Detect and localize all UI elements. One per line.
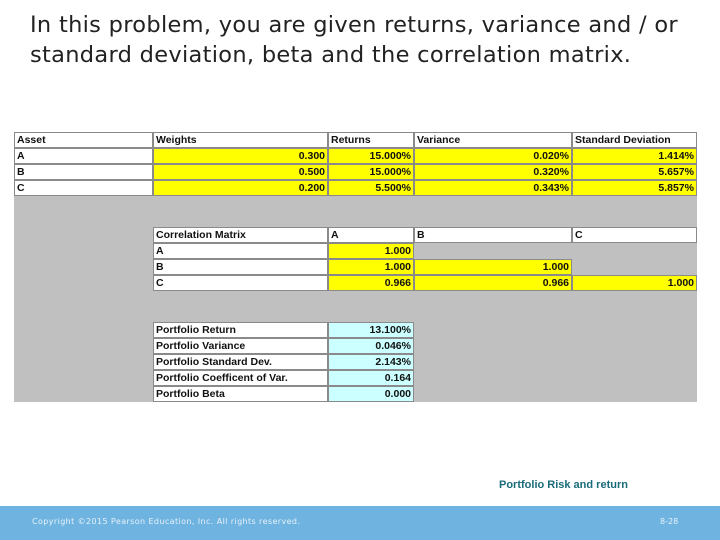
- correlation-row-label: A: [153, 243, 328, 259]
- correlation-cell: 1.000: [572, 275, 697, 291]
- return-cell: 15.000%: [328, 164, 414, 180]
- portfolio-value: 13.100%: [328, 322, 414, 338]
- copyright-text: Copyright ©2015 Pearson Education, Inc. …: [32, 517, 301, 526]
- variance-cell: 0.320%: [414, 164, 572, 180]
- correlation-header-c: C: [572, 227, 697, 243]
- header-variance: Variance: [414, 132, 572, 148]
- std-dev-cell: 1.414%: [572, 148, 697, 164]
- header-weights: Weights: [153, 132, 328, 148]
- correlation-cell: 1.000: [328, 243, 414, 259]
- asset-label: B: [14, 164, 153, 180]
- spreadsheet-area: Asset Weights Returns Variance Standard …: [14, 132, 697, 402]
- portfolio-value: 0.164: [328, 370, 414, 386]
- page-number: 8-28: [660, 517, 679, 526]
- return-cell: 5.500%: [328, 180, 414, 196]
- header-returns: Returns: [328, 132, 414, 148]
- correlation-row-label: C: [153, 275, 328, 291]
- correlation-cell: 0.966: [414, 275, 572, 291]
- correlation-header-b: B: [414, 227, 572, 243]
- variance-cell: 0.343%: [414, 180, 572, 196]
- header-asset: Asset: [14, 132, 153, 148]
- weight-cell: 0.500: [153, 164, 328, 180]
- portfolio-label: Portfolio Variance: [153, 338, 328, 354]
- footer-label: Portfolio Risk and return: [499, 479, 628, 491]
- correlation-row-label: B: [153, 259, 328, 275]
- portfolio-value: 0.000: [328, 386, 414, 402]
- header-std-dev: Standard Deviation: [572, 132, 697, 148]
- slide-title: In this problem, you are given returns, …: [30, 12, 678, 68]
- portfolio-label: Portfolio Beta: [153, 386, 328, 402]
- std-dev-cell: 5.857%: [572, 180, 697, 196]
- return-cell: 15.000%: [328, 148, 414, 164]
- asset-label: C: [14, 180, 153, 196]
- correlation-header-a: A: [328, 227, 414, 243]
- footer-bar: [0, 506, 720, 540]
- weight-cell: 0.300: [153, 148, 328, 164]
- std-dev-cell: 5.657%: [572, 164, 697, 180]
- variance-cell: 0.020%: [414, 148, 572, 164]
- portfolio-label: Portfolio Return: [153, 322, 328, 338]
- correlation-cell: 1.000: [328, 259, 414, 275]
- portfolio-label: Portfolio Coefficent of Var.: [153, 370, 328, 386]
- portfolio-label: Portfolio Standard Dev.: [153, 354, 328, 370]
- asset-label: A: [14, 148, 153, 164]
- correlation-cell: 0.966: [328, 275, 414, 291]
- portfolio-value: 2.143%: [328, 354, 414, 370]
- weight-cell: 0.200: [153, 180, 328, 196]
- correlation-cell: 1.000: [414, 259, 572, 275]
- correlation-title: Correlation Matrix: [153, 227, 328, 243]
- portfolio-value: 0.046%: [328, 338, 414, 354]
